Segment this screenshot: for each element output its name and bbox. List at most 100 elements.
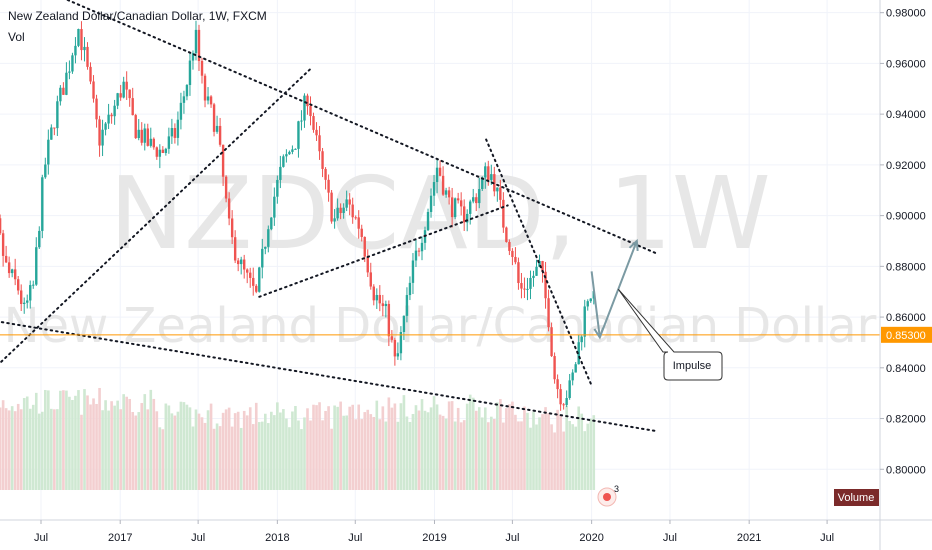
- candle-body: [435, 167, 439, 183]
- volume-bar: [164, 403, 168, 490]
- volume-bar: [7, 410, 11, 490]
- trendline-upper-resistance[interactable]: [66, 0, 659, 255]
- volume-bar: [218, 426, 222, 490]
- volume-bar: [589, 418, 593, 490]
- volume-bar: [577, 406, 581, 490]
- candle-body: [315, 129, 318, 136]
- candle-body: [212, 104, 216, 132]
- price-axis[interactable]: 0.98000 0.96000 0.94000 0.92000 0.90000 0.880…: [880, 8, 926, 477]
- time-axis[interactable]: Jul 2017 Jul 2018 Jul 2019 Jul 2020 Jul 2021 Jul: [34, 520, 834, 544]
- candle-body: [357, 217, 360, 229]
- volume-bar: [276, 402, 279, 490]
- candle-body: [179, 102, 183, 120]
- volume-bar: [399, 403, 403, 490]
- candle-body: [580, 336, 583, 343]
- volume-bar: [565, 405, 568, 490]
- volume-bar: [10, 406, 14, 490]
- volume-bar: [149, 389, 153, 490]
- candle-body: [116, 93, 119, 106]
- candle-body: [496, 187, 499, 192]
- candle-body: [173, 128, 177, 138]
- volume-bar: [13, 411, 17, 490]
- candle-body: [252, 277, 255, 286]
- volume-badge[interactable]: Volume: [834, 489, 879, 506]
- volume-bar: [248, 407, 252, 490]
- trendline-falling-wedge-edge[interactable]: [485, 138, 593, 387]
- trendlines[interactable]: [0, 0, 659, 433]
- time-tick-label: Jul: [820, 532, 834, 544]
- impulse-label: Impulse: [673, 360, 712, 372]
- candle-body: [188, 60, 192, 85]
- candle-body: [258, 267, 261, 292]
- candle-body: [517, 262, 520, 284]
- volume-bar: [393, 403, 397, 490]
- candle-body: [7, 262, 11, 274]
- impulse-callout[interactable]: Impulse: [617, 288, 723, 381]
- volume-bar: [19, 409, 23, 490]
- volume-bar: [288, 427, 291, 490]
- candle-body: [547, 298, 550, 328]
- trendline-lower-support[interactable]: [0, 321, 659, 433]
- candle-body: [152, 138, 155, 148]
- candle-body: [273, 196, 276, 218]
- candle-body: [47, 139, 50, 165]
- candle-body: [478, 189, 481, 204]
- candle-body: [26, 300, 29, 303]
- volume-bar: [143, 394, 147, 490]
- price-tick-label: 0.94000: [886, 109, 926, 121]
- volume-bar: [34, 392, 38, 490]
- volume-bar: [239, 427, 243, 490]
- volume-bar: [444, 418, 448, 490]
- time-tick-label: 2020: [579, 532, 603, 544]
- volume-bar: [474, 410, 478, 490]
- volume-bar: [523, 406, 526, 490]
- time-tick-label: Jul: [34, 532, 48, 544]
- volume-bar: [529, 427, 532, 490]
- volume-bar: [294, 405, 297, 490]
- trendline-rising-support-2018[interactable]: [258, 204, 509, 298]
- volume-bar: [28, 408, 32, 490]
- volume-bar: [134, 415, 138, 490]
- volume-bar: [387, 397, 391, 490]
- candle-body: [239, 259, 243, 265]
- chart-title: New Zealand Dollar/Canadian Dollar, 1W, …: [8, 9, 267, 23]
- volume-bar: [40, 411, 44, 490]
- volume-bar: [303, 417, 306, 490]
- candle-body: [191, 53, 195, 61]
- candle-body: [556, 379, 559, 390]
- volume-bar: [486, 422, 490, 490]
- volume-bar: [89, 404, 92, 490]
- projection-arrow[interactable]: [590, 238, 639, 340]
- candle-body: [282, 156, 285, 167]
- candle-body: [354, 217, 357, 219]
- volume-bar: [402, 395, 406, 490]
- candle-body: [194, 29, 198, 54]
- candle-body: [131, 98, 134, 116]
- volume-bar: [236, 411, 240, 490]
- volume-bar: [1, 400, 5, 490]
- candle-body: [583, 306, 586, 337]
- volume-bar: [221, 412, 225, 490]
- volume-bar: [411, 413, 415, 490]
- volume-bar: [270, 411, 273, 490]
- volume-bar: [348, 406, 351, 490]
- volume-bar: [233, 413, 237, 490]
- volume-bar: [260, 421, 264, 490]
- candle-body: [559, 389, 562, 405]
- volume-bar: [22, 398, 26, 490]
- candle-body: [502, 199, 505, 228]
- impulse-callout-shape: [617, 288, 723, 381]
- candle-body: [77, 29, 80, 46]
- candle-body: [456, 198, 460, 201]
- candle-body: [535, 266, 538, 276]
- volume-bar: [300, 429, 303, 490]
- volume-bar: [116, 400, 119, 490]
- trendline-rising-support-2016[interactable]: [0, 67, 312, 410]
- candle-body: [526, 288, 529, 290]
- volume-bar: [574, 426, 577, 490]
- volume-bar: [465, 403, 469, 490]
- alert-icon[interactable]: 3: [597, 484, 619, 507]
- candle-body: [143, 128, 146, 143]
- candle-body: [532, 275, 535, 278]
